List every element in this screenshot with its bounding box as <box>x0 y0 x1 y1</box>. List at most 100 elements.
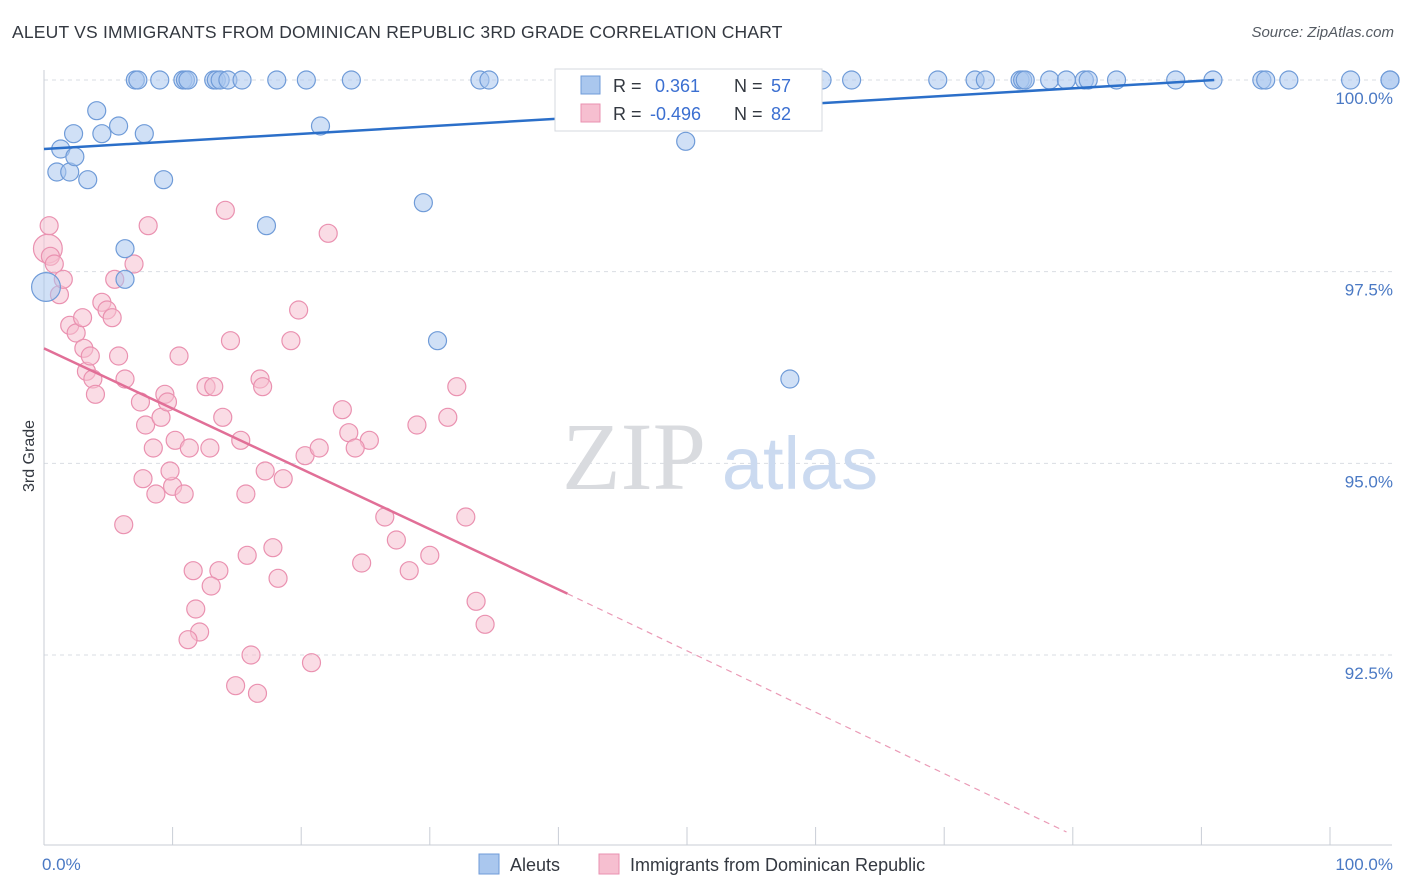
dominican-point-48 <box>247 683 268 703</box>
stats-legend-r-label-dominican: R = <box>613 104 642 124</box>
dominican-point-52 <box>268 568 288 588</box>
dominican-point-71 <box>466 591 486 611</box>
aleut-point-34 <box>928 70 948 90</box>
stats-legend-swatch-aleut <box>580 75 601 95</box>
dominican-point-78 <box>201 576 221 596</box>
dominican-point-18 <box>108 346 129 366</box>
series-aleuts-points <box>31 70 1400 389</box>
dominican-point-50 <box>255 461 275 481</box>
dominican-point-55 <box>289 300 309 320</box>
aleut-point-48 <box>1256 70 1276 90</box>
dominican-point-74 <box>133 469 153 489</box>
dominican-point-51 <box>263 538 283 558</box>
dominican-point-24 <box>143 438 163 458</box>
aleut-point-4 <box>108 116 129 136</box>
aleut-point-57 <box>676 131 696 151</box>
dominican-point-69 <box>447 377 467 397</box>
aleut-point-33 <box>842 70 862 90</box>
grid-lines <box>44 79 1392 656</box>
dominican-point-43 <box>220 331 241 351</box>
aleut-point-10 <box>134 124 154 144</box>
aleut-point-53 <box>256 216 277 236</box>
dominican-point-11 <box>80 346 100 366</box>
x-tick-label-0: 0.0% <box>42 855 81 874</box>
series-dominican-republic-points <box>32 200 495 703</box>
dominican-point-46 <box>236 484 256 504</box>
dominican-point-39 <box>204 377 224 397</box>
dominican-point-20 <box>124 254 144 274</box>
aleut-point-50 <box>1340 70 1361 90</box>
aleut-point-36 <box>975 70 995 90</box>
aleut-point-24 <box>232 70 252 90</box>
aleut-point-19 <box>178 70 198 90</box>
dominican-point-54 <box>281 331 301 351</box>
dominican-point-59 <box>318 223 338 243</box>
aleut-point-25 <box>267 70 287 90</box>
dominican-point-25 <box>146 484 166 504</box>
dominican-point-70 <box>456 507 476 527</box>
dominican-point-75 <box>114 515 134 535</box>
x-tick-label-1: 100.0% <box>1335 855 1393 874</box>
dominican-point-72 <box>475 614 495 634</box>
aleut-point-2 <box>63 124 84 144</box>
aleut-point-12 <box>115 239 135 259</box>
source-credit: Source: ZipAtlas.com <box>1251 24 1394 41</box>
dominican-point-81 <box>345 438 365 458</box>
stats-legend-r-value-aleut: 0.361 <box>650 76 700 96</box>
dominican-point-41 <box>213 407 233 427</box>
stats-legend: R = 0.361 N = 57 R = -0.496 N = 82 <box>554 68 823 132</box>
aleut-point-7 <box>65 147 85 167</box>
dominican-point-61 <box>352 553 372 573</box>
series-legend-label-aleuts: Aleuts <box>510 855 560 875</box>
stats-legend-r-label-aleut: R = <box>613 76 642 96</box>
dominican-point-40 <box>209 561 229 581</box>
aleut-point-58 <box>780 369 800 389</box>
dominican-point-3 <box>44 254 64 274</box>
dominican-trend-extension <box>567 593 1067 833</box>
dominican-point-66 <box>407 415 427 435</box>
dominican-point-79 <box>237 545 257 565</box>
tick-labels: 100.0% 97.5% 95.0% 92.5% 0.0% 100.0% <box>42 89 1393 874</box>
aleut-point-55 <box>413 193 433 213</box>
aleut-point-9 <box>92 124 112 144</box>
dominican-point-65 <box>399 561 419 581</box>
aleut-point-41 <box>1056 70 1076 90</box>
dominican-point-73 <box>332 400 352 420</box>
chart-title: ALEUT VS IMMIGRANTS FROM DOMINICAN REPUB… <box>12 22 783 42</box>
series-legend-swatch-dominican <box>598 853 620 875</box>
dominican-point-22 <box>135 415 156 435</box>
dominican-point-77 <box>160 461 180 481</box>
stats-legend-r-value-dominican: -0.496 <box>650 104 701 124</box>
aleut-point-16 <box>150 70 170 90</box>
stats-legend-swatch-dominican <box>580 103 601 123</box>
dominican-point-57 <box>301 653 322 673</box>
dominican-point-67 <box>420 545 440 565</box>
y-axis-label: 3rd Grade <box>21 420 38 492</box>
dominican-trend-line <box>43 347 568 595</box>
aleut-point-8 <box>78 170 98 190</box>
dominican-point-38 <box>200 438 220 458</box>
stats-legend-n-value-dominican: 82 <box>771 104 791 124</box>
aleut-point-43 <box>1078 70 1098 90</box>
y-tick-label-1: 97.5% <box>1345 281 1393 300</box>
aleut-point-54 <box>310 116 331 136</box>
series-legend: Aleuts Immigrants from Dominican Republi… <box>478 853 925 875</box>
dominican-point-53 <box>273 469 293 489</box>
aleut-point-3 <box>87 101 107 121</box>
dominican-point-47 <box>241 645 261 665</box>
aleut-point-15 <box>128 70 148 90</box>
dominican-point-44 <box>226 676 246 696</box>
dominican-point-16 <box>102 308 122 328</box>
aleut-point-13 <box>115 269 135 289</box>
dominican-point-58 <box>309 438 329 458</box>
stats-legend-n-label-dominican: N = <box>734 104 763 124</box>
aleut-point-40 <box>1040 70 1060 90</box>
dominican-point-13 <box>85 384 106 404</box>
dominican-point-76 <box>178 630 198 650</box>
aleut-point-26 <box>296 70 316 90</box>
aleut-point-56 <box>427 331 448 351</box>
dominican-point-42 <box>215 200 235 220</box>
dominican-point-80 <box>253 377 273 397</box>
dominican-point-1 <box>39 216 59 236</box>
